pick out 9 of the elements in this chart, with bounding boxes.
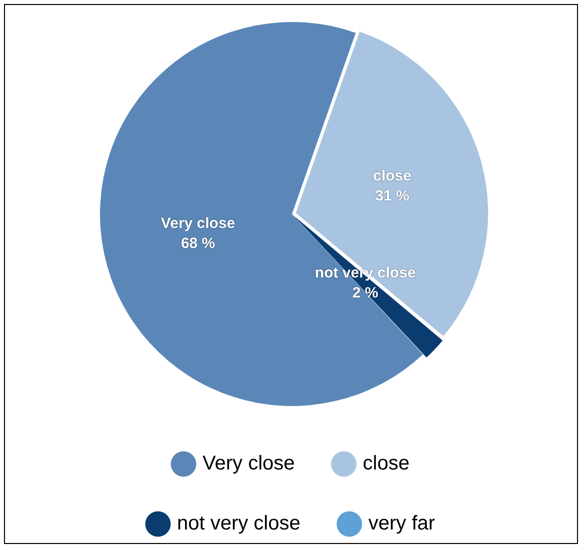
- data-label: 2 %: [352, 284, 378, 302]
- slice-label: close: [373, 168, 412, 185]
- legend-label: not very close: [176, 512, 300, 535]
- data-label: 31 %: [375, 188, 410, 205]
- data-label: 68 %: [180, 234, 216, 252]
- slice-label: Very close: [160, 214, 236, 232]
- legend-label: very far: [368, 512, 436, 535]
- legend-label: Very close: [202, 452, 295, 475]
- legend-label: close: [362, 452, 410, 475]
